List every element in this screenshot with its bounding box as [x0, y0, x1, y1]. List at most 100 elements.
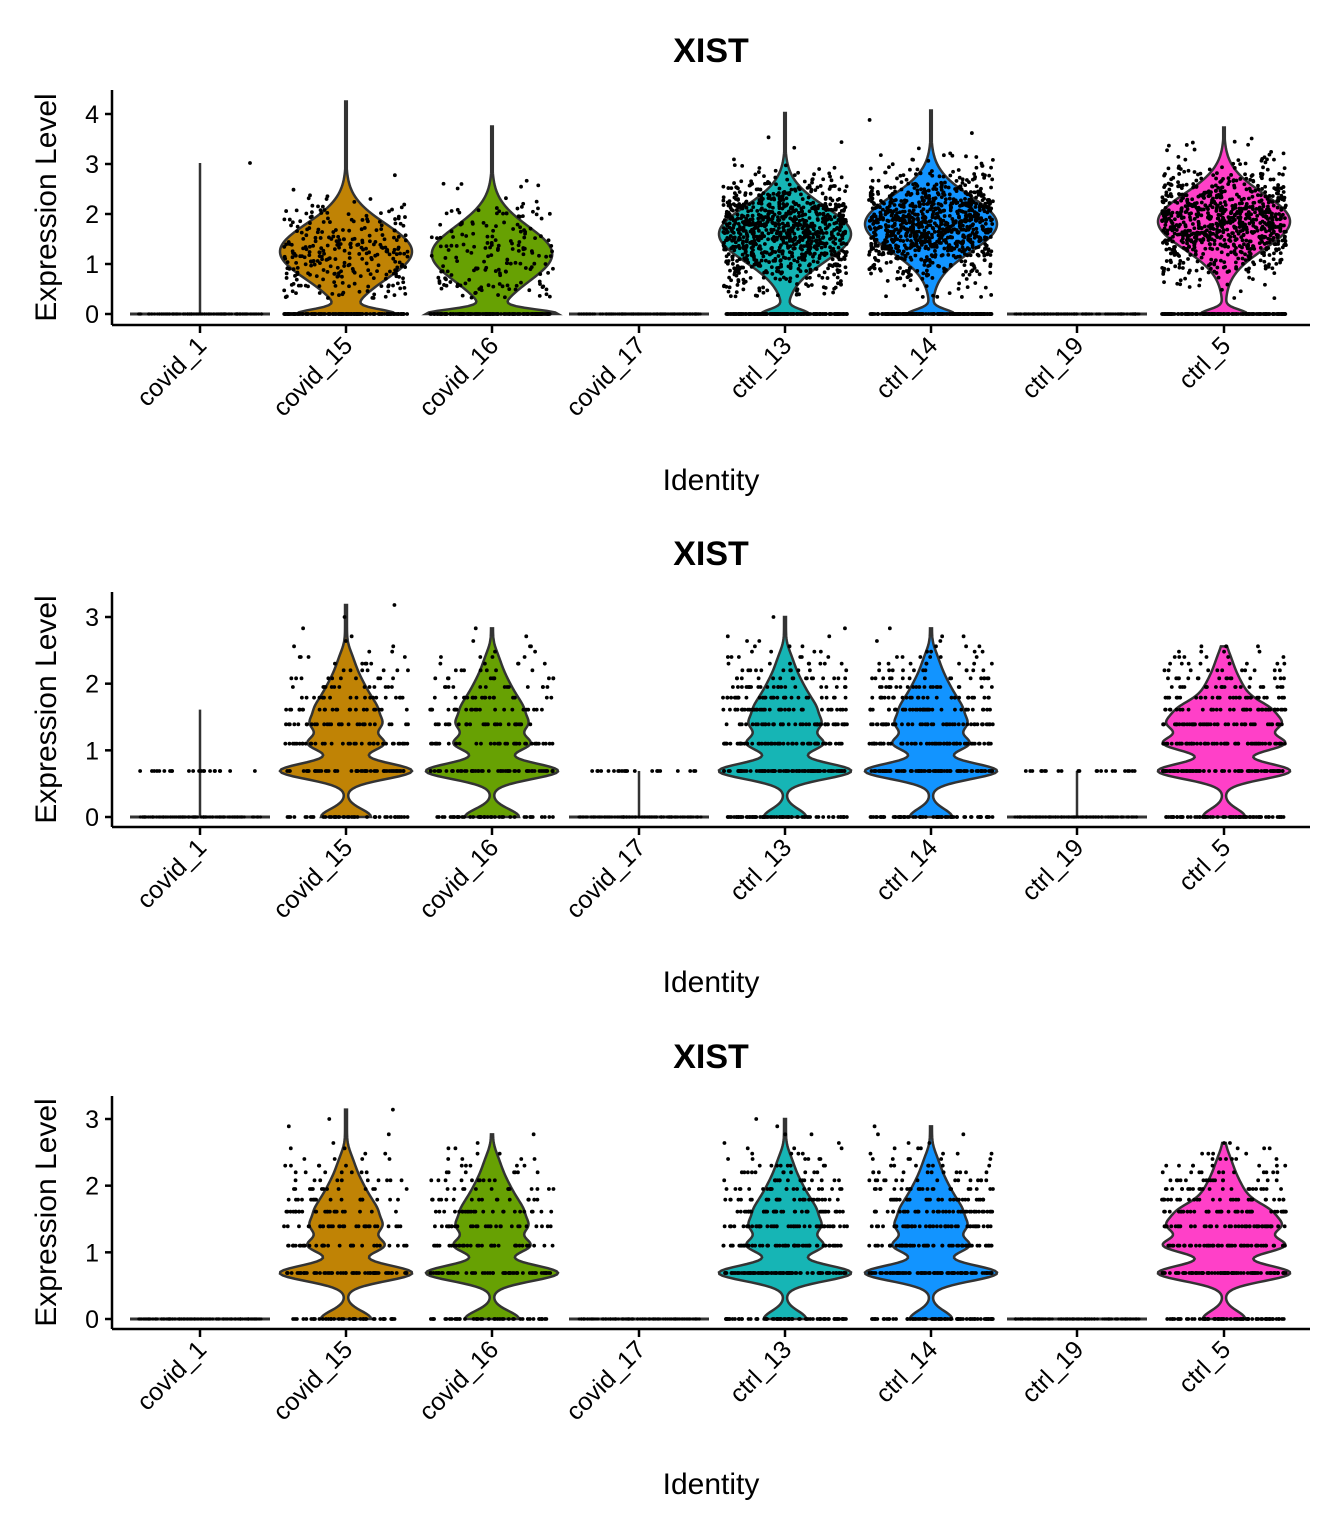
data-point [739, 216, 744, 221]
data-point [169, 769, 174, 773]
data-point [745, 237, 749, 242]
data-point [291, 187, 296, 192]
data-point [481, 312, 486, 316]
data-point [823, 222, 828, 226]
data-point [287, 722, 291, 727]
data-point [367, 233, 372, 238]
y-tick-label: 3 [85, 604, 99, 632]
data-point [451, 235, 455, 239]
data-point [392, 815, 397, 819]
data-point [736, 186, 740, 191]
data-point [255, 815, 260, 819]
data-point [548, 254, 553, 259]
data-point [802, 179, 807, 184]
data-point [728, 234, 733, 238]
data-point [1209, 190, 1213, 195]
data-point [956, 230, 961, 234]
data-point [1180, 196, 1185, 201]
data-point [392, 228, 397, 233]
data-point [513, 287, 518, 292]
data-point [522, 235, 527, 240]
data-point [814, 267, 819, 271]
data-point [1181, 215, 1186, 220]
data-point [444, 769, 449, 773]
data-point [781, 228, 786, 233]
y-tick-label: 3 [85, 151, 99, 179]
data-point [1272, 242, 1277, 247]
data-point [391, 250, 396, 255]
data-point [810, 239, 814, 243]
data-point [1163, 206, 1168, 210]
data-point [908, 255, 913, 260]
data-point [511, 227, 516, 231]
data-point [367, 649, 372, 654]
data-point [915, 238, 920, 243]
data-point [817, 273, 821, 278]
data-point [757, 261, 762, 266]
data-point [1260, 172, 1265, 177]
data-point [735, 283, 740, 287]
data-point [300, 741, 305, 746]
data-point [1265, 167, 1270, 172]
data-point [655, 312, 659, 316]
data-point [935, 191, 940, 195]
data-point [933, 252, 938, 257]
data-point [896, 256, 900, 261]
jitter-points [428, 178, 555, 316]
data-point [301, 769, 306, 773]
data-point [974, 201, 979, 206]
data-point [824, 204, 829, 209]
data-point [1170, 221, 1175, 226]
data-point [891, 249, 896, 254]
data-point [393, 259, 398, 264]
data-point [143, 815, 147, 819]
data-point [1222, 200, 1227, 204]
data-point [515, 206, 520, 211]
data-point [325, 269, 330, 274]
data-point [749, 250, 754, 255]
data-point [318, 236, 323, 240]
data-point [839, 242, 844, 246]
data-point [946, 252, 951, 257]
data-point [449, 209, 454, 213]
data-point [917, 200, 921, 205]
data-point [342, 260, 347, 265]
data-point [770, 205, 775, 210]
data-point [516, 243, 521, 248]
data-point [941, 153, 946, 158]
data-point [390, 207, 394, 212]
data-point [884, 210, 889, 215]
data-point [511, 312, 516, 316]
data-point [1263, 282, 1267, 287]
data-point [1219, 250, 1224, 255]
data-point [1243, 172, 1247, 177]
data-point [1279, 257, 1284, 262]
data-point [934, 223, 939, 228]
data-point [381, 741, 385, 746]
data-point [505, 741, 510, 746]
data-point [479, 769, 484, 773]
data-point [193, 815, 197, 819]
data-point [948, 206, 953, 210]
data-point [1271, 203, 1276, 208]
data-point [973, 190, 978, 195]
data-point [895, 276, 900, 281]
data-point [1218, 206, 1223, 211]
data-point [915, 216, 920, 221]
data-point [348, 245, 353, 250]
data-point [252, 312, 256, 316]
data-point [787, 279, 792, 284]
data-point [923, 215, 928, 220]
data-point [960, 203, 964, 208]
data-point [1226, 176, 1231, 181]
data-point [1166, 166, 1171, 171]
data-point [892, 221, 897, 226]
data-point [282, 288, 287, 293]
data-point [753, 172, 758, 177]
data-point [1210, 247, 1215, 252]
data-point [400, 695, 405, 700]
data-point [376, 676, 381, 681]
data-point [831, 184, 836, 188]
data-point [778, 258, 783, 263]
data-point [299, 676, 304, 681]
